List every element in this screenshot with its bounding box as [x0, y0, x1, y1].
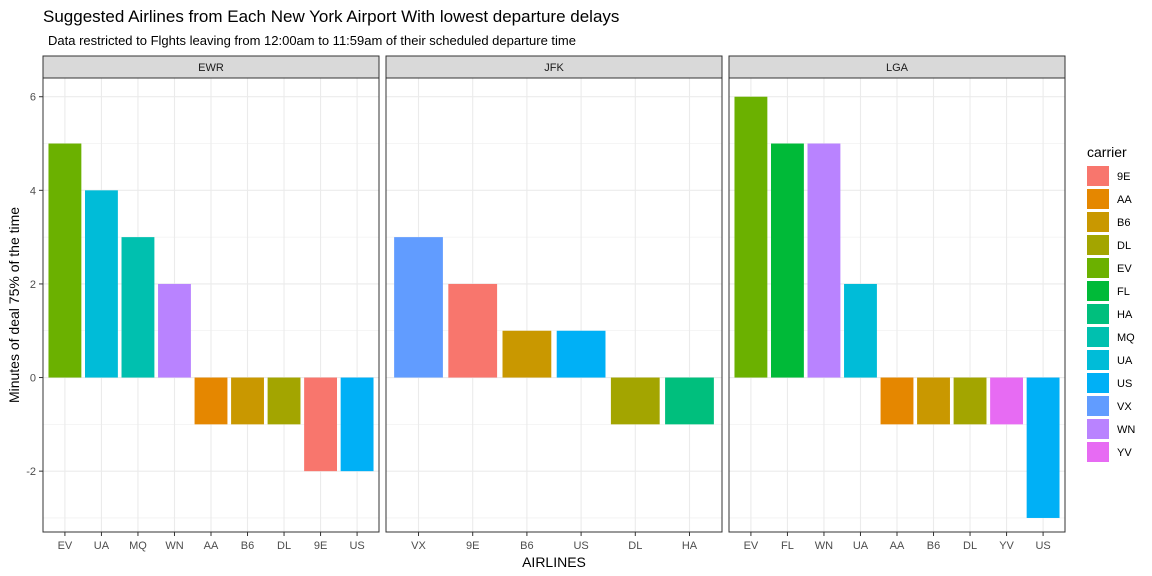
x-tick-label: B6	[520, 540, 533, 552]
bar-ewr-aa	[194, 377, 228, 425]
panel-border	[385, 77, 723, 533]
legend-key-ev	[1087, 258, 1109, 278]
x-tick-label: WN	[165, 540, 183, 552]
legend-key-ua	[1087, 350, 1109, 370]
y-tick-label: 6	[30, 92, 36, 104]
x-tick-label: 9E	[314, 540, 327, 552]
x-tick-label: HA	[682, 540, 698, 552]
y-tick-label: 0	[30, 373, 36, 385]
x-tick-label: US	[573, 540, 588, 552]
x-tick-label: WN	[815, 540, 833, 552]
x-tick-label: AA	[890, 540, 905, 552]
bar-lga-b6	[917, 377, 950, 425]
x-tick-label: UA	[853, 540, 869, 552]
legend-label: AA	[1117, 194, 1132, 206]
legend-key-b6	[1087, 212, 1109, 232]
facet-strip-label: EWR	[198, 62, 224, 74]
legend-label: US	[1117, 378, 1132, 390]
bar-lga-aa	[880, 377, 914, 425]
panel-border	[42, 77, 380, 533]
legend-label: EV	[1117, 263, 1132, 275]
legend-label: FL	[1117, 286, 1130, 298]
legend-label: WN	[1117, 424, 1135, 436]
legend-key-wn	[1087, 419, 1109, 439]
legend-label: HA	[1117, 309, 1133, 321]
x-tick-label: DL	[277, 540, 291, 552]
legend-label: B6	[1117, 217, 1130, 229]
legend-key-aa	[1087, 189, 1109, 209]
bar-ewr-mq	[121, 237, 155, 378]
bar-jfk-vx	[394, 237, 443, 378]
legend-key-dl	[1087, 235, 1109, 255]
legend-title: carrier	[1087, 144, 1127, 160]
y-tick-label: 4	[30, 185, 36, 197]
panel-border	[728, 77, 1066, 533]
facet-panel-jfk: JFK VX 9E B6 US DL HA	[385, 55, 723, 552]
y-tick-label: -2	[26, 466, 36, 478]
legend-key-fl	[1087, 281, 1109, 301]
bar-lga-ev	[734, 96, 768, 378]
y-tick-label: 2	[30, 279, 36, 291]
bar-jfk-9e	[448, 283, 498, 378]
legend-label: UA	[1117, 355, 1133, 367]
bar-lga-fl	[771, 143, 804, 378]
legend-label: MQ	[1117, 332, 1135, 344]
bar-lga-us	[1026, 377, 1060, 518]
facet-strip-label: LGA	[886, 62, 909, 74]
chart-subtitle: Data restricted to Flghts leaving from 1…	[48, 33, 576, 48]
x-tick-label: DL	[628, 540, 642, 552]
x-tick-label: EV	[744, 540, 759, 552]
legend-key-mq	[1087, 327, 1109, 347]
bar-ewr-9e	[304, 377, 337, 472]
bar-ewr-dl	[267, 377, 301, 425]
legend-label: VX	[1117, 401, 1132, 413]
x-tick-label: 9E	[466, 540, 479, 552]
bar-lga-ua	[844, 283, 877, 378]
bar-ewr-ev	[48, 143, 82, 378]
legend-label: 9E	[1117, 171, 1130, 183]
facet-panels: EWR EV UA MQ WN AA B6 DL 9E US JFK VX 9E B6 US DL HA LGA E…	[42, 55, 1066, 552]
legend: carrier 9E AA B6 DL EV FL HA MQ UA US VX WN YV	[1087, 144, 1135, 462]
legend-key-vx	[1087, 396, 1109, 416]
legend-key-ha	[1087, 304, 1109, 324]
bar-lga-wn	[807, 143, 841, 378]
bar-jfk-us	[556, 330, 606, 378]
facet-panel-lga: LGA EV FL WN UA AA B6 DL YV US	[728, 55, 1066, 552]
y-axis-title: Minutes of deal 75% of the time	[6, 207, 22, 403]
bar-jfk-dl	[610, 377, 660, 425]
bar-lga-dl	[953, 377, 987, 425]
x-tick-label: AA	[204, 540, 219, 552]
legend-label: YV	[1117, 447, 1132, 459]
bar-ewr-ua	[85, 190, 118, 378]
x-tick-label: B6	[927, 540, 940, 552]
x-tick-label: B6	[241, 540, 254, 552]
x-tick-label: US	[349, 540, 364, 552]
legend-key-us	[1087, 373, 1109, 393]
legend-key-yv	[1087, 442, 1109, 462]
x-tick-label: US	[1035, 540, 1050, 552]
bar-lga-yv	[990, 377, 1023, 425]
bar-ewr-b6	[231, 377, 264, 425]
bar-jfk-b6	[502, 330, 552, 378]
x-tick-label: MQ	[129, 540, 147, 552]
facet-strip-label: JFK	[544, 62, 564, 74]
x-tick-label: YV	[999, 540, 1014, 552]
x-tick-label: EV	[58, 540, 73, 552]
x-tick-label: UA	[94, 540, 110, 552]
x-axis-title: AIRLINES	[522, 554, 586, 570]
bar-jfk-ha	[665, 377, 714, 425]
legend-key-9e	[1087, 166, 1109, 186]
legend-label: DL	[1117, 240, 1131, 252]
chart-title: Suggested Airlines from Each New York Ai…	[43, 7, 619, 26]
bar-ewr-us	[340, 377, 374, 472]
y-axis: -2 0 2 4 6	[26, 92, 43, 478]
bar-ewr-wn	[158, 283, 191, 378]
x-tick-label: DL	[963, 540, 977, 552]
facet-panel-ewr: EWR EV UA MQ WN AA B6 DL 9E US	[42, 55, 380, 552]
x-tick-label: FL	[781, 540, 794, 552]
x-tick-label: VX	[411, 540, 426, 552]
